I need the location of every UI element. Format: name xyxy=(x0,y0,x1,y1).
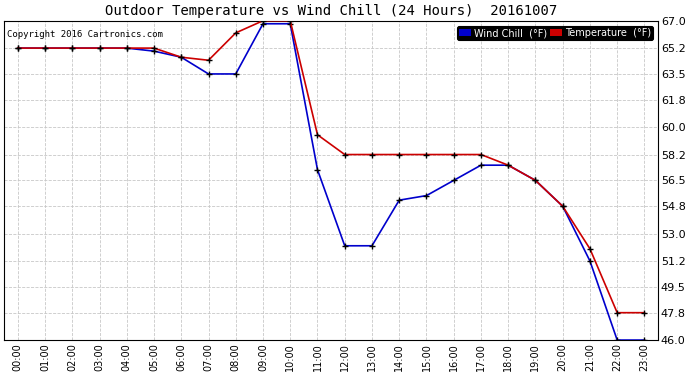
Title: Outdoor Temperature vs Wind Chill (24 Hours)  20161007: Outdoor Temperature vs Wind Chill (24 Ho… xyxy=(105,4,558,18)
Text: Copyright 2016 Cartronics.com: Copyright 2016 Cartronics.com xyxy=(8,30,164,39)
Legend: Wind Chill  (°F), Temperature  (°F): Wind Chill (°F), Temperature (°F) xyxy=(457,26,653,40)
